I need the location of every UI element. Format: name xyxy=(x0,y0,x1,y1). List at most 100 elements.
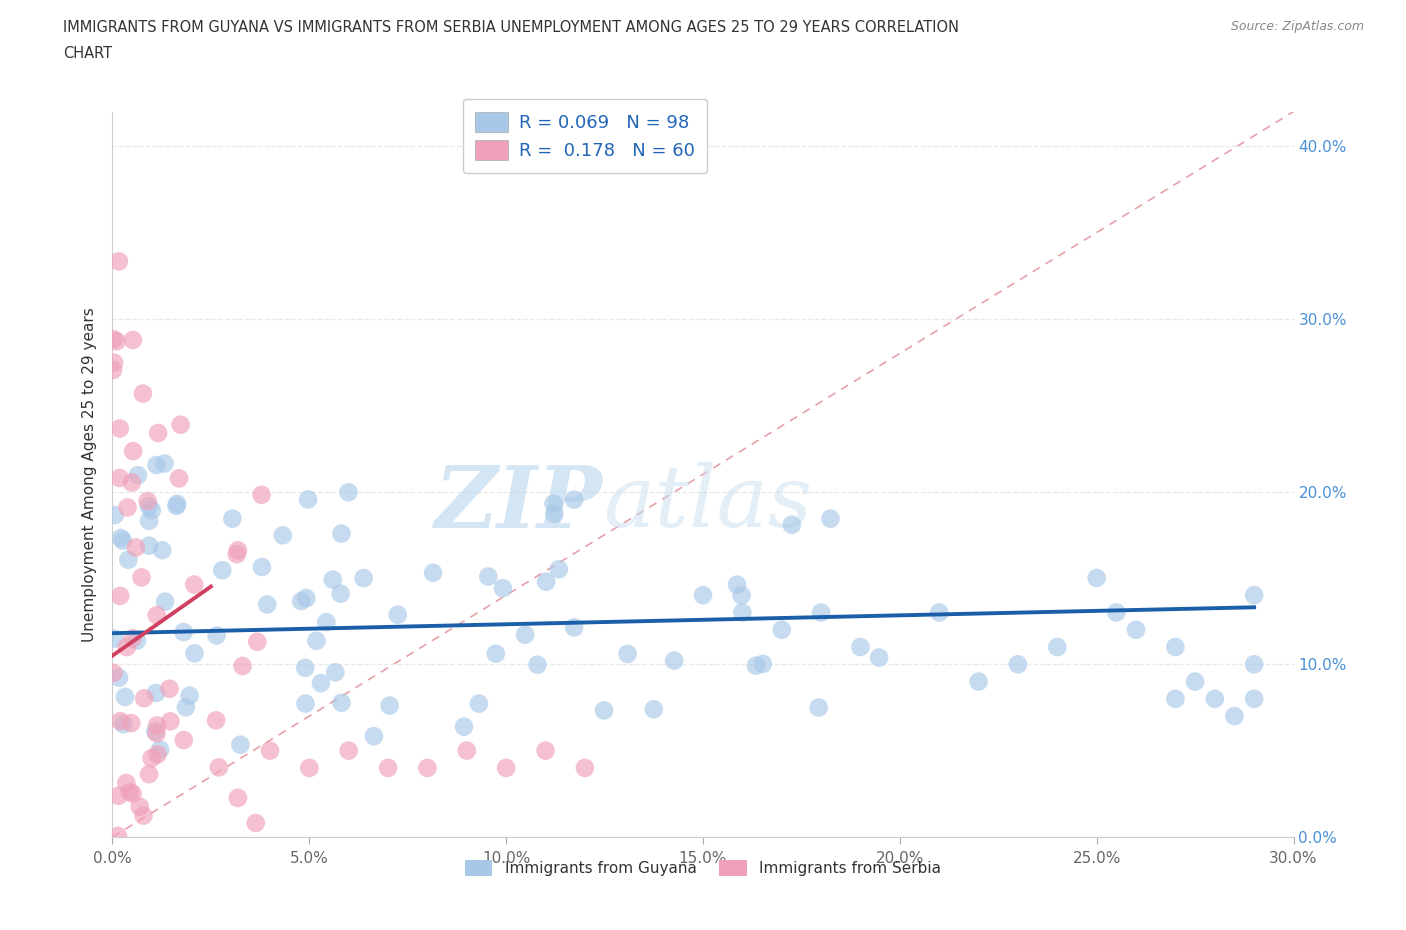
Point xyxy=(730,588,752,603)
Point xyxy=(329,586,352,601)
Point xyxy=(103,666,125,681)
Point xyxy=(1125,622,1147,637)
Point xyxy=(145,458,167,472)
Point xyxy=(141,751,163,765)
Point xyxy=(1085,570,1108,585)
Point xyxy=(145,685,167,700)
Point xyxy=(221,512,243,526)
Point xyxy=(353,571,375,586)
Point xyxy=(387,607,409,622)
Point xyxy=(250,487,273,502)
Point xyxy=(534,743,557,758)
Point xyxy=(136,494,159,509)
Point xyxy=(121,786,143,801)
Point xyxy=(132,808,155,823)
Point xyxy=(138,498,160,513)
Point xyxy=(127,468,149,483)
Point xyxy=(770,622,793,637)
Point xyxy=(108,471,131,485)
Point xyxy=(492,580,515,595)
Point xyxy=(121,475,143,490)
Point xyxy=(103,631,125,646)
Point xyxy=(330,526,353,541)
Point xyxy=(121,333,143,348)
Point xyxy=(807,700,830,715)
Point xyxy=(250,560,273,575)
Point xyxy=(131,570,153,585)
Point xyxy=(166,497,188,512)
Point xyxy=(120,716,142,731)
Point xyxy=(323,665,346,680)
Point xyxy=(1105,605,1128,620)
Point xyxy=(108,254,131,269)
Point xyxy=(485,646,508,661)
Text: atlas: atlas xyxy=(603,462,811,545)
Point xyxy=(159,681,181,696)
Point xyxy=(108,713,131,728)
Point xyxy=(322,572,344,587)
Point xyxy=(1007,657,1029,671)
Point xyxy=(173,733,195,748)
Point xyxy=(208,760,231,775)
Point xyxy=(256,597,278,612)
Point xyxy=(132,386,155,401)
Point xyxy=(205,628,228,643)
Point xyxy=(225,547,247,562)
Point xyxy=(159,714,181,729)
Point xyxy=(179,688,201,703)
Point xyxy=(330,696,353,711)
Point xyxy=(967,674,990,689)
Point xyxy=(231,658,253,673)
Point xyxy=(298,761,321,776)
Point xyxy=(337,743,360,758)
Point xyxy=(138,538,160,553)
Point xyxy=(138,513,160,528)
Point xyxy=(128,799,150,814)
Point xyxy=(174,699,197,714)
Point xyxy=(315,615,337,630)
Point xyxy=(849,640,872,655)
Point xyxy=(725,578,748,592)
Point xyxy=(745,658,768,673)
Point xyxy=(1164,640,1187,655)
Point xyxy=(183,646,205,661)
Point xyxy=(495,761,517,776)
Point xyxy=(146,747,169,762)
Point xyxy=(1184,674,1206,689)
Point xyxy=(115,640,138,655)
Point xyxy=(664,653,686,668)
Point xyxy=(117,500,139,515)
Point xyxy=(145,607,167,622)
Point xyxy=(337,485,360,499)
Point xyxy=(122,444,145,458)
Point xyxy=(477,569,499,584)
Point xyxy=(104,508,127,523)
Point xyxy=(309,676,332,691)
Point xyxy=(294,697,316,711)
Point xyxy=(118,785,141,800)
Point xyxy=(295,591,318,605)
Point xyxy=(134,691,156,706)
Point xyxy=(378,698,401,713)
Point xyxy=(453,719,475,734)
Point xyxy=(259,743,281,758)
Point xyxy=(377,761,399,776)
Point xyxy=(547,562,569,577)
Point xyxy=(166,498,188,513)
Y-axis label: Unemployment Among Ages 25 to 29 years: Unemployment Among Ages 25 to 29 years xyxy=(82,307,97,642)
Point xyxy=(643,702,665,717)
Point xyxy=(868,650,890,665)
Point xyxy=(153,456,176,471)
Point xyxy=(593,703,616,718)
Point xyxy=(117,552,139,567)
Point xyxy=(101,363,124,378)
Legend: Immigrants from Guyana, Immigrants from Serbia: Immigrants from Guyana, Immigrants from … xyxy=(457,853,949,884)
Point xyxy=(562,492,585,507)
Point xyxy=(526,658,548,672)
Point xyxy=(108,671,131,685)
Point xyxy=(226,790,249,805)
Point xyxy=(229,737,252,752)
Point xyxy=(153,594,176,609)
Point xyxy=(183,578,205,592)
Point xyxy=(108,589,131,604)
